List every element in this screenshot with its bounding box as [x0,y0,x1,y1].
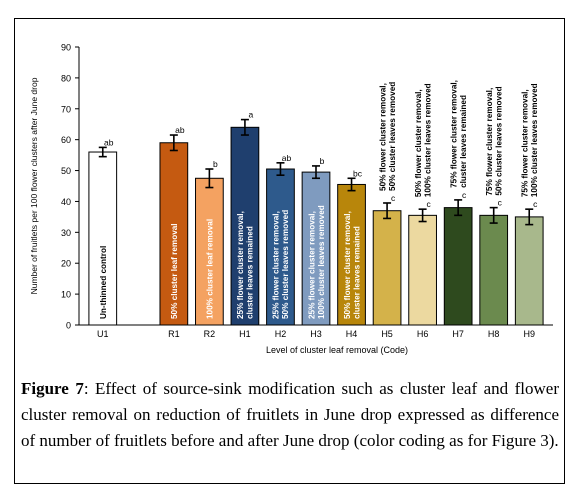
bar [301,171,331,326]
bar-treatment-label: 100% cluster leaf removal [205,219,214,319]
significance-letter: ab [282,153,292,163]
y-tick-label: 10 [61,290,71,300]
significance-letter: c [391,193,396,203]
bar [88,151,118,326]
bar-treatment-label: 75% flower cluster removal,100% cluster … [520,83,539,197]
significance-letter: ab [175,125,185,135]
significance-letter: c [533,199,538,209]
x-tick-label: H7 [452,329,464,339]
y-tick-label: 90 [61,43,71,53]
bar [408,214,437,326]
caption-text: : Effect of source-sink modification suc… [21,379,559,450]
significance-letter: c [498,198,503,208]
bar-treatment-label: 50% flower cluster removal,100% cluster … [414,83,433,197]
bar-treatment-label-line: 50% cluster leaf removal [170,223,179,319]
bar-treatment-label-line: Un-thinned control [99,246,108,319]
y-tick-label: 20 [61,259,71,269]
bar-treatment-label-line: 75% flower cluster removal, [520,89,529,197]
bar-treatment-label-line: 50% cluster leaves removed [494,86,503,195]
x-tick-label: R2 [204,329,216,339]
bar-treatment-label: 25% flower cluster removal,50% cluster l… [272,210,291,319]
bar-treatment-label-line: 50% flower cluster removal, [343,211,352,319]
bar-group-h6: c H6 50% flower cluster removal,100% clust… [408,83,437,339]
x-tick-label: H3 [310,329,322,339]
bar-group-h7: c H7 75% flower cluster removal,cluster le… [443,80,473,339]
bar-treatment-label-line: 25% flower cluster removal, [236,211,245,319]
y-tick-label: 30 [61,228,71,238]
y-tick-label: 0 [66,321,71,331]
significance-letter: ab [104,137,114,147]
x-tick-label: H9 [523,329,535,339]
bar [159,142,189,326]
bar-group-h8: c H8 75% flower cluster removal,50% cluste… [479,86,509,339]
significance-letter: b [320,156,325,166]
bar-treatment-label-line: 25% flower cluster removal, [272,211,281,319]
bar-treatment-label-line: 100% cluster leaves removed [423,83,432,197]
bar-group-h5: c H5 50% flower cluster removal,50% cluste… [372,82,402,339]
bar-treatment-label-line: cluster leaves remained [246,226,255,319]
caption-label: Figure 7 [21,379,84,398]
bar-treatment-label-line: cluster leaves remained [352,226,361,319]
bar-treatment-label: 25% flower cluster removal,cluster leave… [236,211,255,319]
y-tick-label: 40 [61,197,71,207]
bar-treatment-label: Un-thinned control [99,246,108,319]
significance-letter: a [249,110,254,120]
bar-treatment-label-line: 75% flower cluster removal, [449,80,458,188]
bar [443,207,473,326]
bar-group-r2: b R2 100% cluster leaf removal [195,159,224,339]
figure-frame: 0 10 20 30 40 50 60 70 80 90 Number of fruitlets p… [14,18,565,484]
bar-group-h9: c H9 75% flower cluster removal,100% clust… [514,83,544,339]
y-tick-label: 50 [61,166,71,176]
bar-group-h3: b H3 25% flower cluster removal,100% clust… [301,156,331,339]
y-tick-label: 60 [61,135,71,145]
x-tick-label: H8 [488,329,500,339]
significance-letter: bc [353,168,363,178]
bar-treatment-label-line: cluster leaves remained [459,95,468,188]
bar-treatment-label-line: 100% cluster leaves removed [530,83,539,197]
y-axis-label: Number of fruitlets per 100 flower clust… [29,77,39,294]
y-tick-label: 80 [61,73,71,83]
bar-treatment-label: 25% flower cluster removal,100% cluster … [307,205,326,319]
figure-caption: Figure 7: Effect of source-sink modifica… [21,376,559,454]
significance-letter: c [462,190,467,200]
bar-treatment-label-line: 50% flower cluster removal, [378,83,387,191]
bar-group-h4: bc H4 50% flower cluster removal,cluster l… [337,168,366,339]
bar-treatment-label: 50% flower cluster removal,50% cluster l… [378,82,397,191]
x-tick-label: H2 [275,329,287,339]
bar-treatment-label: 75% flower cluster removal,cluster leave… [449,80,468,188]
bar-treatment-label-line: 100% cluster leaf removal [205,219,214,319]
bar [372,210,402,326]
x-tick-label: H4 [346,329,358,339]
bar-treatment-label-line: 50% cluster leaves removed [388,82,397,191]
bar-treatment-label-line: 25% flower cluster removal, [307,211,316,319]
bar-treatment-label: 75% flower cluster removal,50% cluster l… [485,86,504,195]
bar-group-h1: a H1 25% flower cluster removal,cluster le… [230,110,260,339]
bar-treatment-label: 50% cluster leaf removal [170,223,179,319]
x-tick-label: R1 [168,329,180,339]
bar-treatment-label-line: 50% flower cluster removal, [414,89,423,197]
bar-group-u1: ab U1 Un-thinned control [88,137,118,339]
significance-letter: c [426,199,431,209]
x-tick-label: U1 [97,329,109,339]
x-tick-label: H6 [417,329,429,339]
bar-treatment-label-line: 50% cluster leaves removed [281,210,290,319]
bar-treatment-label-line: 75% flower cluster removal, [485,88,494,196]
bar-group-r1: ab R1 50% cluster leaf removal [159,125,189,339]
x-tick-label: H1 [239,329,251,339]
x-tick-label: H5 [381,329,393,339]
y-tick-label: 70 [61,104,71,114]
bar-treatment-label: 50% flower cluster removal,cluster leave… [343,211,362,319]
bar [479,214,509,326]
bar [337,183,366,326]
x-axis-label: Level of cluster leaf removal (Code) [266,345,408,355]
significance-letter: b [213,159,218,169]
bar-treatment-label-line: 100% cluster leaves removed [317,205,326,319]
bar-group-h2: ab H2 25% flower cluster removal,50% clust… [266,153,295,339]
bar [514,216,544,326]
bar-chart: 0 10 20 30 40 50 60 70 80 90 Number of fruitlets p… [29,43,553,355]
